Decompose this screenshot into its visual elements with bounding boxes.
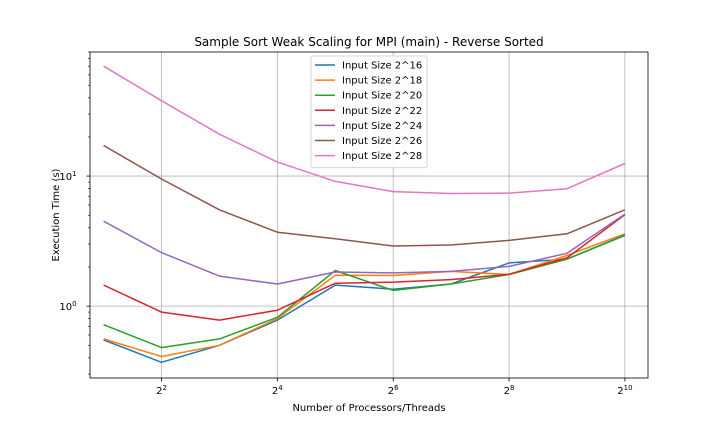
axis-ticks: 22 24 26 28 210 100 101 [59, 51, 633, 397]
series-line-1 [103, 234, 626, 364]
series-line-6 [103, 144, 626, 247]
y-axis-label: Execution Time (s) [51, 168, 62, 261]
series-line-2 [103, 233, 626, 358]
x-tick-label: 28 [504, 384, 515, 397]
legend: Input Size 2^16 Input Size 2^18 Input Size… [310, 55, 428, 169]
series-lines [103, 65, 626, 364]
x-tick-label: 26 [388, 384, 399, 397]
legend-label: Input Size 2^22 [342, 106, 422, 117]
x-tick-label: 24 [272, 384, 283, 397]
series-line-4 [103, 214, 626, 321]
legend-label: Input Size 2^18 [342, 76, 422, 87]
x-tick-label: 22 [156, 384, 167, 397]
y-tick-label: 100 [59, 300, 76, 313]
series-line-3 [103, 234, 626, 349]
legend-label: Input Size 2^26 [342, 136, 422, 147]
legend-label: Input Size 2^28 [342, 151, 422, 162]
x-tick-label: 210 [617, 384, 632, 397]
legend-label: Input Size 2^24 [342, 121, 422, 132]
y-tick-label: 101 [59, 170, 76, 183]
series-line-5 [103, 213, 626, 285]
legend-label: Input Size 2^20 [342, 91, 422, 102]
legend-label: Input Size 2^16 [342, 61, 422, 72]
chart-title: Sample Sort Weak Scaling for MPI (main) … [194, 35, 543, 49]
legend-box [310, 55, 428, 169]
x-axis-label: Number of Processors/Threads [292, 403, 445, 414]
series-line-7 [103, 65, 626, 195]
